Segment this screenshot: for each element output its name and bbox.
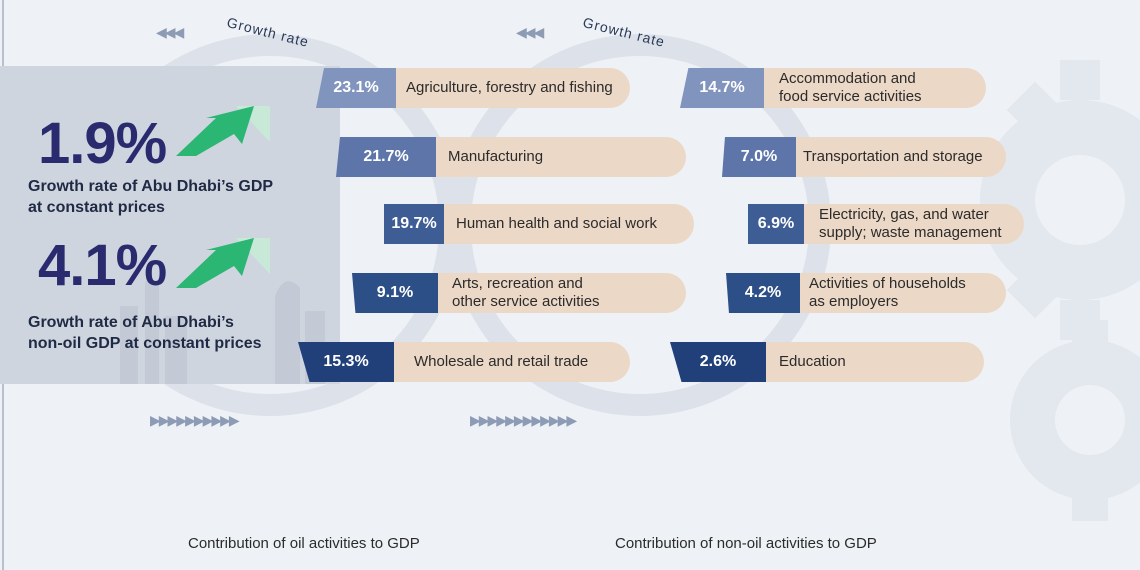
oil-activity-line1: Human health and social work xyxy=(456,215,657,232)
non-oil-activity-line1: Transportation and storage xyxy=(803,148,983,165)
oil-rate-badge: 21.7% xyxy=(336,137,436,177)
non-oil-rate-badge: 4.2% xyxy=(726,273,800,313)
non-oil-bar xyxy=(796,204,1024,244)
right-chevrons-icon: ▶▶▶▶▶▶▶▶▶▶ xyxy=(150,412,240,428)
oil-activity-line1: Wholesale and retail trade xyxy=(414,353,589,370)
non-oil-activity-label: Activities of households as employers xyxy=(809,275,966,311)
oil-rate-badge: 9.1% xyxy=(352,273,438,313)
oil-bar xyxy=(380,68,630,108)
oil-bar xyxy=(420,137,686,177)
oil-rate-badge: 23.1% xyxy=(316,68,396,108)
non-oil-bar xyxy=(788,273,1006,313)
oil-bar xyxy=(382,342,630,382)
oil-activity-label: Human health and social work xyxy=(456,215,657,233)
oil-bar xyxy=(432,204,694,244)
non-oil-rate-badge: 14.7% xyxy=(680,68,764,108)
oil-activity-line2: other service activities xyxy=(452,293,600,310)
non-oil-gdp-growth-label: Growth rate of Abu Dhabi’s non-oil GDP a… xyxy=(28,312,328,354)
gdp-growth-value: 1.9% xyxy=(38,111,167,176)
gdp-growth-label-line2: at constant prices xyxy=(28,199,165,216)
non-oil-activity-line2: supply; waste management xyxy=(819,224,1002,241)
non-oil-rate-badge: 6.9% xyxy=(748,204,804,244)
non-oil-activity-label: Electricity, gas, and water supply; waste… xyxy=(819,206,1002,242)
oil-activity-line1: Agriculture, forestry and fishing xyxy=(406,79,613,96)
non-oil-activity-line1: Electricity, gas, and water xyxy=(819,206,989,223)
non-oil-gdp-growth-value: 4.1% xyxy=(38,233,167,298)
oil-bar xyxy=(426,273,686,313)
oil-activity-label: Arts, recreation and other service activi… xyxy=(452,275,600,311)
non-oil-bar xyxy=(784,137,1006,177)
non-oil-activity-line1: Education xyxy=(779,353,846,370)
non-oil-rate-badge: 2.6% xyxy=(670,342,766,382)
oil-caption: Contribution of oil activities to GDP xyxy=(188,535,420,552)
non-oil-activity-label: Education xyxy=(779,353,846,371)
non-oil-activity-line2: as employers xyxy=(809,293,899,310)
non-oil-bar xyxy=(754,342,984,382)
gdp-growth-label-line1: Growth rate of Abu Dhabi’s GDP xyxy=(28,178,274,195)
non-oil-gdp-growth-label-line2: non-oil GDP at constant prices xyxy=(28,335,262,352)
non-oil-activity-label: Accommodation and food service activities xyxy=(779,70,922,106)
non-oil-bar xyxy=(752,68,986,108)
non-oil-activity-line1: Activities of households xyxy=(809,275,966,292)
oil-activity-label: Wholesale and retail trade xyxy=(414,353,588,371)
left-chevrons-icon: ◀◀◀ xyxy=(516,24,544,40)
non-oil-activity-line2: food service activities xyxy=(779,88,922,105)
oil-activity-label: Manufacturing xyxy=(448,148,543,166)
non-oil-activity-line1: Accommodation and xyxy=(779,70,916,87)
non-oil-caption: Contribution of non-oil activities to GD… xyxy=(615,535,877,552)
up-arrow-icon xyxy=(176,106,270,156)
oil-rate-badge: 15.3% xyxy=(298,342,394,382)
non-oil-rate-badge: 7.0% xyxy=(722,137,796,177)
non-oil-activity-label: Transportation and storage xyxy=(803,148,983,166)
right-chevrons-icon: ▶▶▶▶▶▶▶▶▶▶▶▶ xyxy=(470,412,577,428)
oil-activity-line1: Arts, recreation and xyxy=(452,275,583,292)
up-arrow-icon xyxy=(176,238,270,288)
left-chevrons-icon: ◀◀◀ xyxy=(156,24,184,40)
gdp-growth-label: Growth rate of Abu Dhabi’s GDP at consta… xyxy=(28,176,328,218)
oil-activity-line1: Manufacturing xyxy=(448,148,544,165)
oil-activity-label: Agriculture, forestry and fishing xyxy=(406,79,613,97)
oil-rate-badge: 19.7% xyxy=(384,204,444,244)
non-oil-gdp-growth-label-line1: Growth rate of Abu Dhabi’s xyxy=(28,314,234,331)
